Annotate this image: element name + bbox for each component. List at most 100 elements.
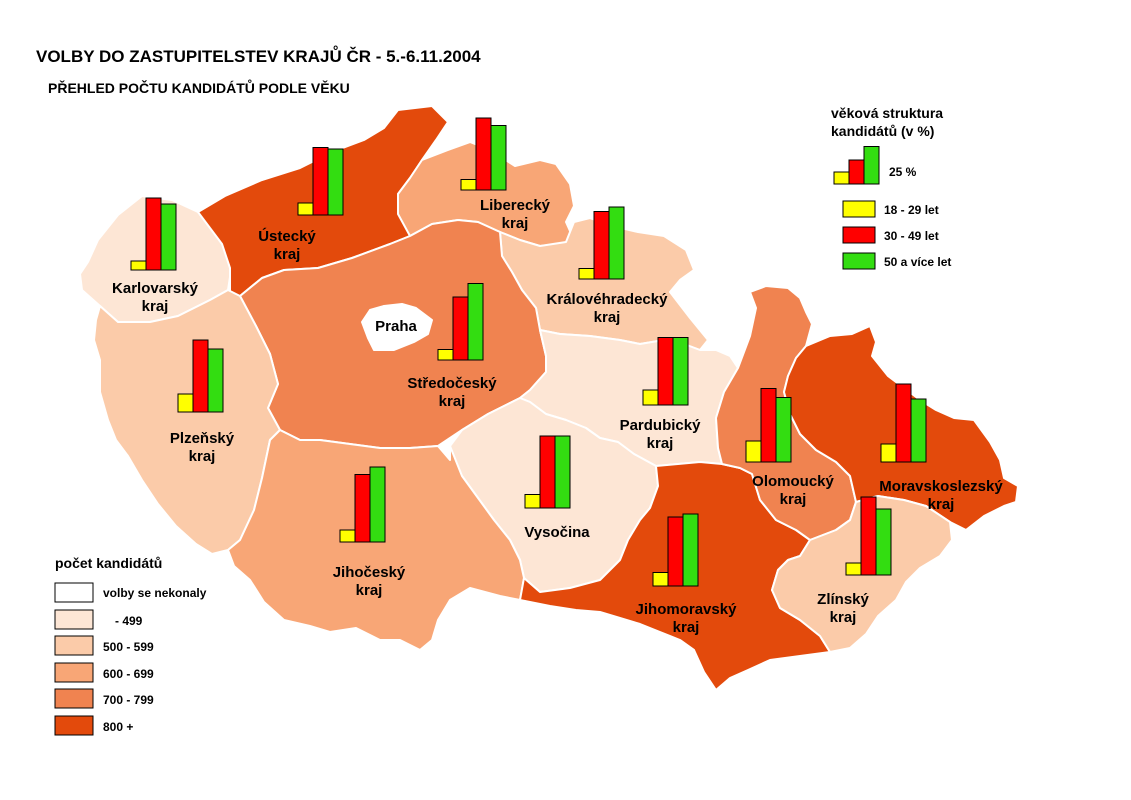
age-bar-kralovehradecky-50-plus bbox=[608, 206, 625, 280]
count-legend-swatch-600-699 bbox=[54, 662, 94, 683]
age-bar-olomoucky-50-plus bbox=[775, 397, 792, 463]
age-bar-stredocesky-50-plus bbox=[467, 283, 484, 361]
region-label-olomoucky: Olomoucký kraj bbox=[752, 473, 834, 508]
candidate-count-legend: počet kandidátů volby se nekonaly - 499 … bbox=[54, 555, 207, 736]
age-legend-title-line2: kandidátů (v %) bbox=[831, 123, 934, 139]
age-bar-jihomoravsky-30-49 bbox=[667, 516, 684, 587]
age-legend-title-line1: věková struktura bbox=[831, 105, 943, 121]
count-legend-label-500-599: 500 - 599 bbox=[103, 640, 154, 654]
age-bar-jihomoravsky-18-29 bbox=[652, 572, 669, 587]
count-legend-swatch-800-plus bbox=[54, 715, 94, 736]
age-legend-scale-label: 25 % bbox=[889, 165, 917, 179]
region-label-stredocesky: Středočeský kraj bbox=[407, 375, 497, 410]
age-bar-vysocina-18-29 bbox=[524, 494, 541, 509]
age-chart-liberecky bbox=[460, 117, 507, 191]
region-praha bbox=[361, 303, 433, 351]
age-bar-liberecky-30-49 bbox=[475, 117, 492, 191]
region-label-zlinsky: Zlínský kraj bbox=[817, 591, 869, 626]
region-label-jihomoravsky: Jihomoravský kraj bbox=[636, 601, 738, 636]
age-bar-vysocina-30-49 bbox=[539, 435, 556, 509]
age-bar-pardubicky-18-29 bbox=[642, 389, 659, 406]
age-bar-pardubicky-30-49 bbox=[657, 337, 674, 406]
age-bar-jihomoravsky-50-plus bbox=[682, 513, 699, 587]
region-label-moravskoslezsky: Moravskoslezský kraj bbox=[879, 478, 1003, 513]
count-legend-label-none: volby se nekonaly bbox=[103, 586, 207, 600]
age-chart-plzensky bbox=[177, 339, 224, 413]
age-legend-swatch-18-29 bbox=[842, 200, 876, 218]
age-legend-sample-bar-50-plus bbox=[863, 146, 880, 185]
age-bar-plzensky-18-29 bbox=[177, 393, 194, 413]
age-chart-kralovehradecky bbox=[578, 206, 625, 280]
age-bar-zlinsky-18-29 bbox=[845, 562, 862, 576]
age-bar-ustecky-30-49 bbox=[312, 147, 329, 216]
age-bar-ustecky-50-plus bbox=[327, 148, 344, 216]
age-bar-karlovarsky-30-49 bbox=[145, 197, 162, 271]
age-bar-jihocesky-18-29 bbox=[339, 529, 356, 543]
count-legend-label-600-699: 600 - 699 bbox=[103, 667, 154, 681]
region-label-liberecky: Liberecký kraj bbox=[480, 197, 551, 232]
age-bar-liberecky-18-29 bbox=[460, 179, 477, 191]
count-legend-label-700-799: 700 - 799 bbox=[103, 693, 154, 707]
age-chart-vysocina bbox=[524, 435, 571, 509]
age-legend-swatch-50-plus bbox=[842, 252, 876, 270]
age-bar-moravskoslezsky-30-49 bbox=[895, 383, 912, 463]
age-chart-zlinsky bbox=[845, 496, 892, 576]
age-bar-moravskoslezsky-18-29 bbox=[880, 443, 897, 463]
age-legend-label-18-29: 18 - 29 let bbox=[884, 203, 939, 217]
age-chart-ustecky bbox=[297, 147, 344, 216]
count-legend-label-800-plus: 800 + bbox=[103, 720, 133, 734]
region-label-praha: Praha bbox=[375, 318, 417, 335]
age-bar-plzensky-30-49 bbox=[192, 339, 209, 413]
age-bar-jihocesky-30-49 bbox=[354, 474, 371, 543]
age-bar-karlovarsky-18-29 bbox=[130, 260, 147, 271]
age-bar-zlinsky-50-plus bbox=[875, 508, 892, 576]
count-legend-label-under-499: - 499 bbox=[115, 614, 143, 628]
region-label-kralovehradecky: Královéhradecký kraj bbox=[547, 291, 669, 326]
region-labels-layer: Karlovarský kraj Ústecký kraj Liberecký kra… bbox=[112, 197, 1003, 636]
age-chart-jihomoravsky bbox=[652, 513, 699, 587]
age-chart-jihocesky bbox=[339, 466, 386, 543]
age-chart-moravskoslezsky bbox=[880, 383, 927, 463]
age-bar-olomoucky-18-29 bbox=[745, 440, 762, 463]
age-bar-plzensky-50-plus bbox=[207, 348, 224, 413]
region-label-plzensky: Plzeňský kraj bbox=[170, 430, 235, 465]
age-bar-kralovehradecky-30-49 bbox=[593, 211, 610, 280]
region-label-ustecky: Ústecký kraj bbox=[258, 227, 316, 263]
age-bar-zlinsky-30-49 bbox=[860, 496, 877, 576]
map-title: VOLBY DO ZASTUPITELSTEV KRAJŮ ČR - 5.-6.… bbox=[36, 46, 481, 66]
age-bar-vysocina-50-plus bbox=[554, 435, 571, 509]
age-bar-liberecky-50-plus bbox=[490, 125, 507, 191]
count-legend-swatch-under-499 bbox=[54, 609, 94, 630]
age-bar-karlovarsky-50-plus bbox=[160, 203, 177, 271]
age-structure-legend: věková struktura kandidátů (v %) 25 % 18… bbox=[831, 105, 951, 270]
age-legend-sample-bars bbox=[833, 146, 880, 185]
age-bar-ustecky-18-29 bbox=[297, 202, 314, 216]
age-bar-olomoucky-30-49 bbox=[760, 388, 777, 463]
age-chart-karlovarsky bbox=[130, 197, 177, 271]
count-legend-swatch-700-799 bbox=[54, 688, 94, 709]
age-bar-kralovehradecky-18-29 bbox=[578, 268, 595, 280]
count-legend-swatch-none bbox=[54, 582, 94, 603]
age-legend-label-50-plus: 50 a více let bbox=[884, 255, 951, 269]
age-chart-stredocesky bbox=[437, 283, 484, 361]
count-legend-swatch-500-599 bbox=[54, 635, 94, 656]
age-legend-sample-bar-18-29 bbox=[833, 171, 850, 185]
region-label-pardubicky: Pardubický kraj bbox=[620, 417, 702, 452]
age-chart-pardubicky bbox=[642, 337, 689, 406]
region-label-jihocesky: Jihočeský kraj bbox=[333, 564, 406, 599]
age-legend-sample-bar-30-49 bbox=[848, 159, 865, 185]
age-bar-moravskoslezsky-50-plus bbox=[910, 398, 927, 463]
age-bar-stredocesky-18-29 bbox=[437, 349, 454, 361]
age-legend-label-30-49: 30 - 49 let bbox=[884, 229, 939, 243]
age-chart-olomoucky bbox=[745, 388, 792, 463]
age-legend-swatch-30-49 bbox=[842, 226, 876, 244]
count-legend-title: počet kandidátů bbox=[55, 555, 162, 571]
age-bar-stredocesky-30-49 bbox=[452, 296, 469, 361]
region-label-vysocina: Vysočina bbox=[524, 524, 590, 541]
region-label-karlovarsky: Karlovarský kraj bbox=[112, 280, 199, 315]
map-subtitle: PŘEHLED POČTU KANDIDÁTŮ PODLE VĚKU bbox=[48, 78, 350, 96]
age-bar-pardubicky-50-plus bbox=[672, 337, 689, 406]
age-bars-layer bbox=[130, 117, 927, 587]
age-bar-jihocesky-50-plus bbox=[369, 466, 386, 543]
